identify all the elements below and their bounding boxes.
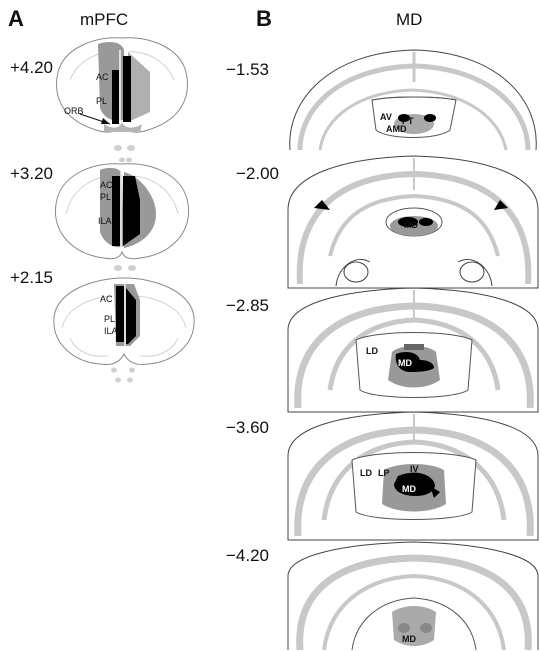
- label-ac-a3: AC: [100, 294, 113, 304]
- label-ac-a1: AC: [96, 72, 109, 82]
- label-md-b2: MD: [404, 220, 418, 230]
- panel-a-title: mPFC: [80, 10, 129, 29]
- brain-section-b5: MD: [287, 541, 539, 651]
- label-av-b1: AV: [380, 112, 392, 122]
- brain-section-b4: LD LP IV MD: [287, 411, 539, 541]
- label-pl-a1: PL: [96, 96, 107, 106]
- label-md-b4: MD: [402, 484, 416, 494]
- panel-b-letter: B: [256, 6, 272, 31]
- panel-b-title: MD: [396, 10, 423, 29]
- label-ila-a3: ILA: [104, 326, 118, 336]
- coord-b-3: −2.85: [226, 296, 270, 315]
- label-ld-b3: LD: [366, 346, 378, 356]
- label-pl-a2: PL: [100, 192, 111, 202]
- label-ac-a2: AC: [100, 180, 113, 190]
- lesion-core-b2: [398, 217, 418, 227]
- coord-a-1: +4.20: [10, 58, 54, 77]
- panel-a-letter: A: [8, 6, 24, 31]
- lesion-core-b4: [394, 472, 435, 496]
- label-iv-b4: IV: [410, 464, 419, 474]
- brain-section-a2: AC PL ILA: [55, 163, 189, 260]
- coord-a-3: +2.15: [10, 268, 54, 287]
- brain-section-b2: MD: [287, 155, 539, 289]
- olfactory-dots-a2: [114, 265, 136, 271]
- label-ila-a2: ILA: [98, 216, 112, 226]
- brain-section-b3: LD MD: [287, 287, 539, 413]
- label-pt-b1: PT: [402, 116, 414, 126]
- lesion-core-b1: [398, 114, 410, 122]
- coord-a-2: +3.20: [10, 164, 54, 183]
- brain-section-a1: AC PL ORB: [56, 37, 188, 133]
- olfactory-dots-a3: [111, 367, 135, 383]
- label-lp-b4: LP: [378, 468, 390, 478]
- lesion-core-a1: [112, 70, 119, 124]
- olfactory-dots-a1: [114, 145, 135, 163]
- label-amd-b1: AMD: [386, 124, 407, 134]
- label-pl-a3: PL: [104, 314, 115, 324]
- label-md-b5: MD: [402, 634, 416, 644]
- lesion-core-a2: [112, 176, 120, 246]
- coord-b-1: −1.53: [226, 60, 270, 79]
- coord-b-4: −3.60: [226, 418, 270, 437]
- brain-section-a3: AC PL ILA: [53, 277, 195, 365]
- label-orb-a1: ORB: [64, 106, 84, 116]
- coord-b-5: −4.20: [226, 546, 270, 565]
- label-md-b3: MD: [398, 358, 412, 368]
- brain-section-b1: AV PT AMD: [289, 49, 537, 151]
- lesion-core-a3: [116, 286, 124, 342]
- coord-b-2: −2.00: [236, 164, 280, 183]
- lesion-core-b3: [395, 352, 434, 372]
- label-ld-b4: LD: [360, 468, 372, 478]
